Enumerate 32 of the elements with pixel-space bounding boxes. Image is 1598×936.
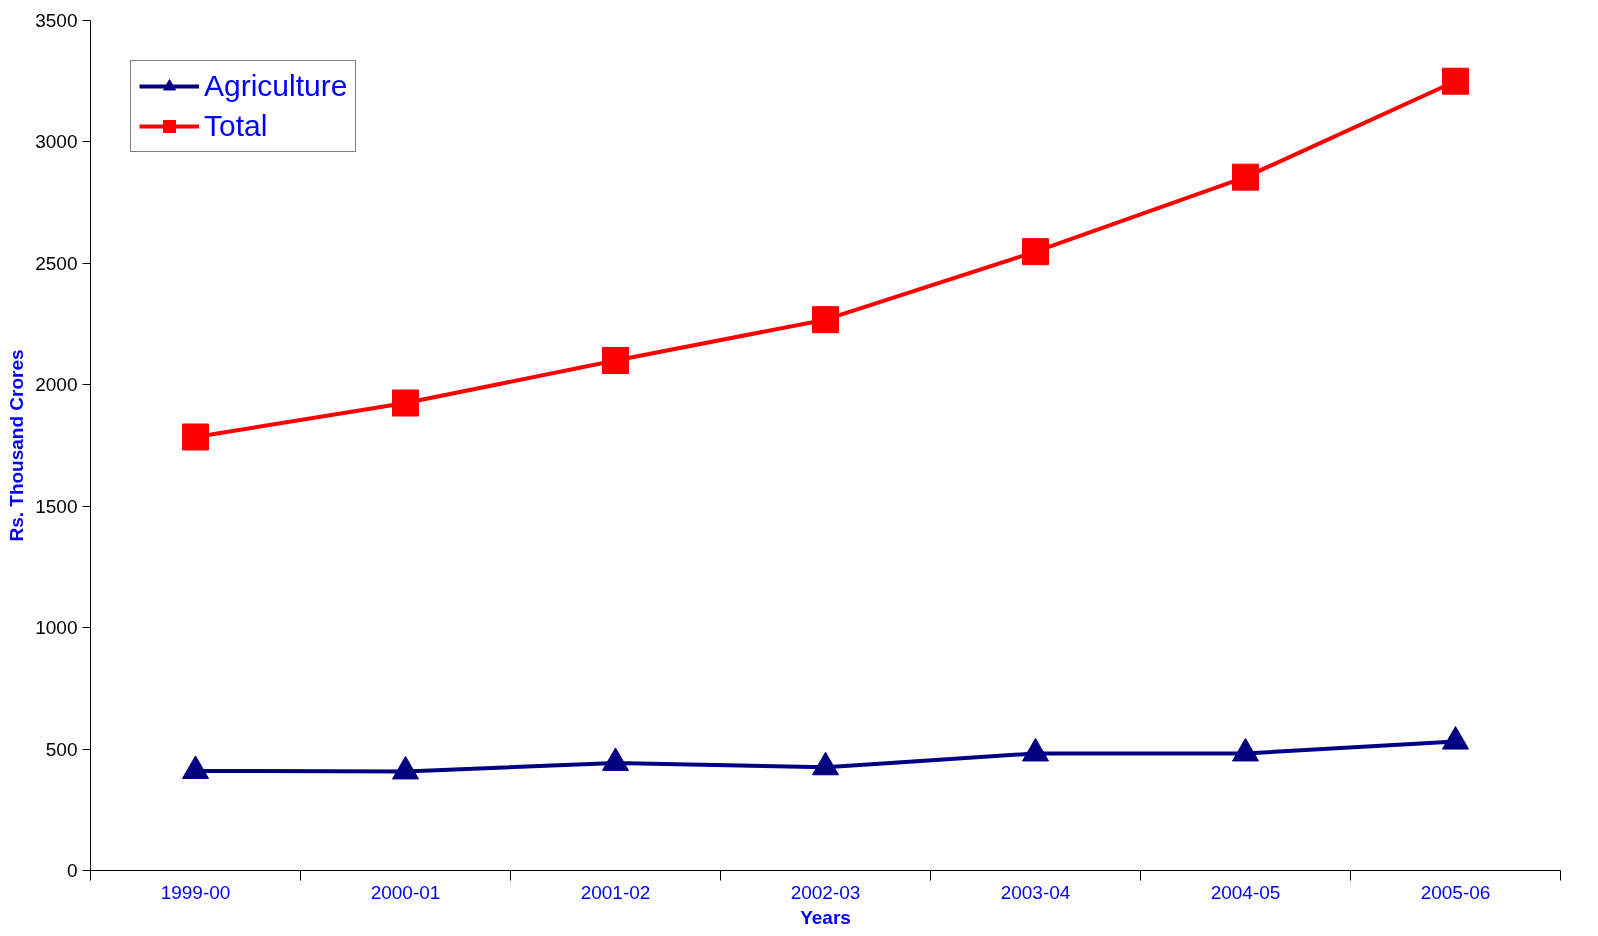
point <box>602 347 629 374</box>
legend-label: Total <box>204 109 268 143</box>
point <box>1232 737 1259 762</box>
y-tick-label: 2000 <box>35 374 78 396</box>
y-tick-label: 0 <box>66 860 78 881</box>
point <box>1022 737 1049 762</box>
point <box>812 751 839 776</box>
y-tick-label: 500 <box>45 738 78 760</box>
y-tick-label: 2500 <box>35 252 78 274</box>
point <box>602 747 629 771</box>
point <box>392 755 419 780</box>
point <box>812 306 839 334</box>
point <box>182 423 209 451</box>
y-tick-label: 3000 <box>35 131 78 153</box>
x-tick-label: 2004-05 <box>1210 881 1281 903</box>
point <box>1022 238 1049 266</box>
point <box>1442 726 1469 750</box>
point <box>1232 163 1259 191</box>
legend-label: Agriculture <box>204 69 348 103</box>
x-tick-label: 2002-03 <box>790 881 861 903</box>
x-tick-label: 2000-01 <box>370 881 441 903</box>
y-axis-title: Rs. Thousand Crores <box>6 349 28 542</box>
x-tick-label: 2003-04 <box>1000 881 1071 903</box>
x-tick-label: 1999-00 <box>160 881 231 903</box>
point <box>182 755 209 779</box>
y-tick-label: 1000 <box>35 617 78 639</box>
y-tick-label: 1500 <box>35 495 78 517</box>
x-axis-title: Years <box>800 906 851 928</box>
point <box>392 389 419 417</box>
y-tick-label: 3500 <box>35 10 78 31</box>
x-tick-label: 2005-06 <box>1420 881 1491 903</box>
x-tick-label: 2001-02 <box>580 881 651 903</box>
